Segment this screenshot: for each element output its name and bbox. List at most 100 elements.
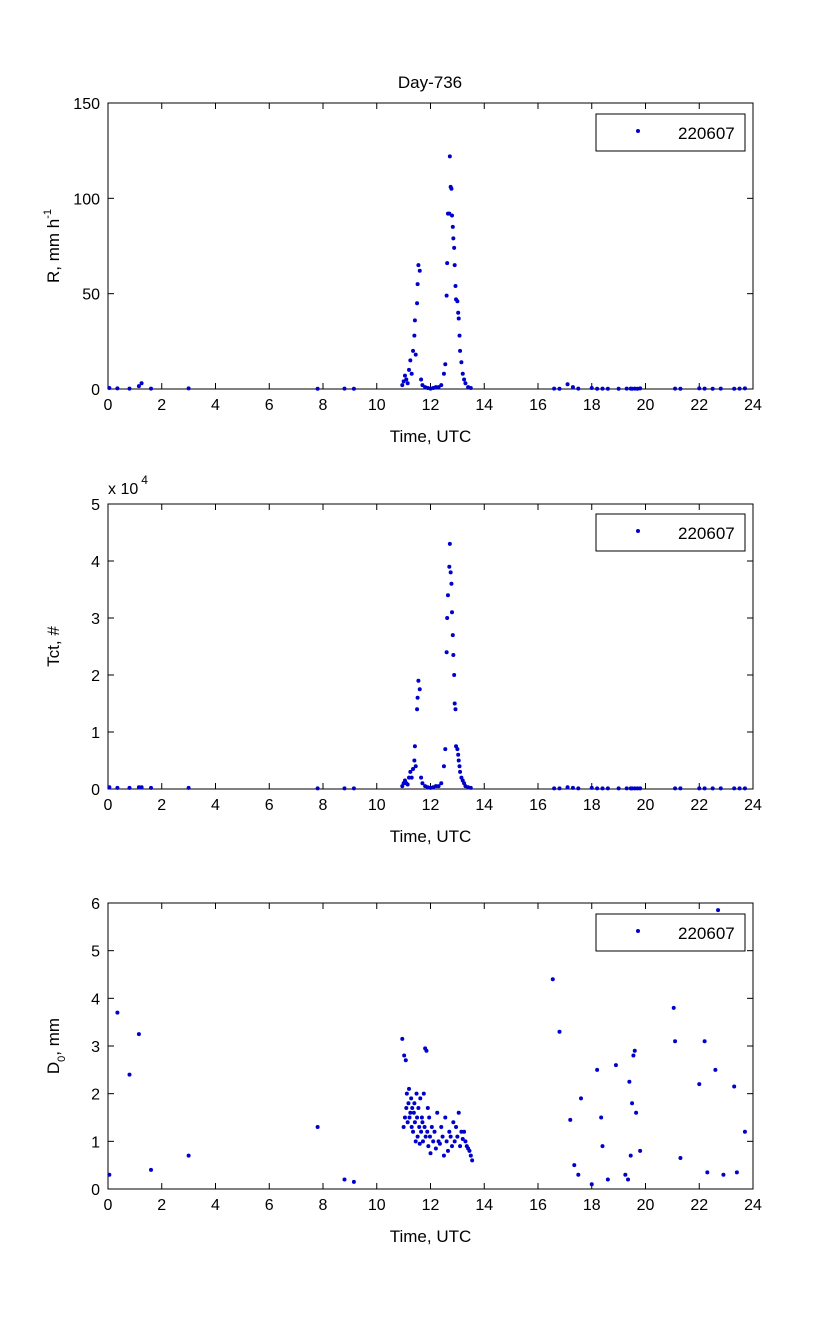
data-point	[627, 1079, 632, 1084]
figure-title: Day-736	[398, 73, 462, 92]
data-point	[409, 1096, 414, 1101]
data-point	[450, 213, 454, 218]
data-point	[452, 263, 457, 268]
data-point	[186, 386, 191, 391]
data-point	[411, 348, 416, 353]
data-point	[412, 333, 417, 338]
legend-box	[595, 913, 746, 952]
x-tick-label: 4	[211, 1197, 220, 1214]
x-axis-label: Time, UTC	[390, 427, 472, 446]
data-point	[342, 1177, 347, 1182]
data-point	[445, 593, 450, 598]
data-point	[404, 1105, 409, 1110]
data-point	[457, 333, 462, 338]
data-point	[455, 747, 460, 752]
data-point	[737, 386, 742, 391]
data-point	[605, 786, 610, 791]
data-point	[447, 541, 452, 546]
data-point	[732, 786, 737, 791]
y-scale-multiplier-base: x 10	[108, 481, 138, 498]
data-point	[420, 781, 425, 786]
data-point	[716, 908, 721, 913]
data-point	[552, 786, 557, 791]
legend-label: 220607	[678, 524, 735, 543]
data-point	[631, 1053, 636, 1058]
y-tick-label: 5	[91, 944, 100, 961]
series-220607-points	[107, 154, 747, 391]
data-point	[718, 786, 723, 791]
data-point	[439, 781, 444, 786]
data-point	[409, 775, 414, 780]
y-tick-label: 4	[91, 554, 100, 571]
data-point	[718, 386, 723, 391]
x-tick-label: 18	[583, 797, 601, 814]
data-point	[115, 785, 120, 790]
data-point	[468, 386, 473, 391]
x-tick-label: 20	[637, 797, 655, 814]
x-tick-label: 4	[211, 797, 220, 814]
data-point	[441, 371, 446, 376]
data-point	[416, 1105, 421, 1110]
data-point	[408, 1110, 413, 1115]
x-tick-label: 14	[475, 397, 493, 414]
data-point	[407, 1115, 412, 1120]
data-point	[462, 377, 467, 382]
data-point	[414, 1091, 419, 1096]
data-point	[458, 769, 463, 774]
data-point	[638, 386, 643, 391]
data-point	[420, 1139, 425, 1144]
data-point	[422, 1125, 427, 1130]
x-tick-label: 16	[529, 397, 547, 414]
data-point	[468, 785, 473, 790]
data-point	[710, 786, 715, 791]
data-point	[458, 1144, 463, 1149]
data-point	[416, 678, 421, 683]
data-point	[413, 764, 418, 769]
data-point	[412, 318, 417, 323]
x-tick-label: 20	[637, 397, 655, 414]
data-point	[412, 1101, 417, 1106]
data-point	[445, 616, 450, 620]
y-axis-label-main: R, mm h	[44, 219, 63, 283]
data-point	[451, 1120, 456, 1125]
data-point	[452, 245, 457, 250]
x-tick-label: 8	[319, 397, 328, 414]
data-point	[351, 386, 356, 391]
x-tick-label: 22	[690, 797, 708, 814]
data-point	[462, 1129, 467, 1134]
x-tick-label: 12	[422, 797, 440, 814]
data-point	[406, 1101, 411, 1106]
series-220607-points	[107, 908, 747, 1187]
data-point	[437, 1141, 442, 1146]
data-point	[403, 1058, 408, 1063]
data-point	[136, 1032, 141, 1037]
data-point	[351, 786, 356, 791]
y-tick-label: 150	[73, 96, 100, 113]
data-point	[409, 371, 414, 376]
data-point	[634, 1110, 639, 1115]
data-point	[127, 1072, 132, 1077]
data-point	[139, 381, 144, 386]
data-point	[456, 1110, 461, 1115]
data-point	[425, 1129, 430, 1134]
data-point	[579, 1096, 583, 1101]
data-point	[426, 1144, 431, 1149]
data-point	[186, 785, 191, 790]
data-point	[419, 1115, 424, 1120]
data-point	[425, 1105, 430, 1110]
data-point	[445, 1148, 450, 1153]
x-tick-label: 22	[690, 397, 708, 414]
data-point	[443, 747, 448, 752]
y-tick-label: 2	[91, 668, 100, 685]
x-tick-label: 10	[368, 797, 386, 814]
data-point	[443, 362, 448, 367]
data-point	[678, 1156, 683, 1161]
data-point	[463, 381, 468, 386]
data-point	[444, 1139, 449, 1144]
x-tick-label: 14	[475, 1197, 493, 1214]
data-point	[565, 382, 570, 387]
data-point	[624, 386, 629, 391]
data-point	[605, 1177, 610, 1182]
data-point	[705, 1170, 710, 1175]
data-point	[456, 752, 461, 757]
